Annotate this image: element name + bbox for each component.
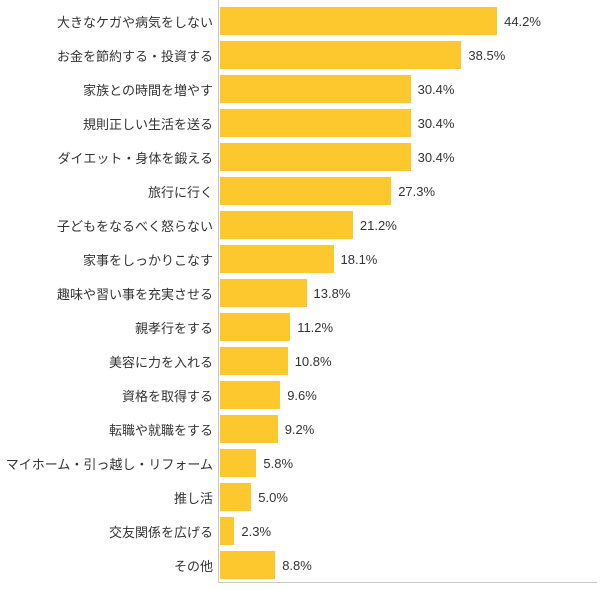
chart-row: 規則正しい生活を送る 30.4%: [0, 106, 600, 140]
bar: [220, 143, 411, 171]
category-label: 交友関係を広げる: [108, 524, 213, 540]
bar: [220, 41, 462, 69]
plot-area: 9.2%: [218, 415, 600, 443]
bar: [220, 517, 235, 545]
plot-area: 13.8%: [218, 279, 600, 307]
plot-area: 21.2%: [218, 211, 600, 239]
plot-area: 10.8%: [218, 347, 600, 375]
value-label: 9.2%: [284, 421, 315, 437]
value-label: 11.2%: [297, 319, 334, 335]
chart-row: 趣味や習い事を充実させる 13.8%: [0, 276, 600, 310]
chart-row: その他 8.8%: [0, 548, 600, 582]
category-label: 資格を取得する: [121, 388, 213, 404]
value-label: 5.8%: [263, 455, 294, 471]
category-label: 推し活: [173, 490, 213, 506]
category-label: 家族との時間を増やす: [83, 82, 213, 98]
bar: [220, 279, 307, 307]
plot-area: 8.8%: [218, 551, 600, 579]
chart-row: 家族との時間を増やす 30.4%: [0, 72, 600, 106]
chart-row: ダイエット・身体を鍛える 30.4%: [0, 140, 600, 174]
chart-row: 親孝行をする 11.2%: [0, 310, 600, 344]
chart-row: 交友関係を広げる 2.3%: [0, 514, 600, 548]
plot-area: 30.4%: [218, 143, 600, 171]
plot-area: 27.3%: [218, 177, 600, 205]
category-label: 子どもをなるべく怒らない: [56, 218, 213, 234]
value-label: 30.4%: [417, 115, 455, 131]
category-label: マイホーム・引っ越し・リフォーム: [5, 456, 213, 472]
chart-row: 家事をしっかりこなす 18.1%: [0, 242, 600, 276]
category-label: 旅行に行く: [147, 184, 213, 200]
value-label: 30.4%: [417, 149, 455, 165]
value-label: 21.2%: [359, 217, 397, 233]
value-label: 13.8%: [313, 285, 351, 301]
plot-area: 5.8%: [218, 449, 600, 477]
chart-row: 美容に力を入れる 10.8%: [0, 344, 600, 378]
plot-area: 18.1%: [218, 245, 600, 273]
plot-area: 30.4%: [218, 75, 600, 103]
bar: [220, 75, 411, 103]
chart-row: お金を節約する・投資する 38.5%: [0, 38, 600, 72]
bar: [220, 415, 278, 443]
chart-row: 旅行に行く 27.3%: [0, 174, 600, 208]
bar: [220, 449, 257, 477]
chart-row: マイホーム・引っ越し・リフォーム 5.8%: [0, 446, 600, 480]
value-label: 27.3%: [398, 183, 436, 199]
category-label: 趣味や習い事を充実させる: [56, 286, 213, 302]
value-label: 44.2%: [504, 13, 541, 29]
value-label: 2.3%: [241, 523, 272, 539]
bar: [220, 483, 252, 511]
bar: [220, 313, 291, 341]
value-label: 5.0%: [258, 489, 288, 505]
category-label: 美容に力を入れる: [108, 354, 213, 370]
chart-row: 資格を取得する 9.6%: [0, 378, 600, 412]
bar: [220, 245, 334, 273]
category-label: その他: [173, 558, 213, 574]
category-label: お金を節約する・投資する: [56, 48, 213, 64]
value-label: 8.8%: [282, 557, 312, 573]
plot-area: 38.5%: [218, 41, 600, 69]
plot-area: 30.4%: [218, 109, 600, 137]
bar: [220, 551, 276, 579]
bar: [220, 7, 498, 35]
value-label: 18.1%: [340, 251, 378, 267]
category-label: 家事をしっかりこなす: [82, 252, 213, 268]
chart-row: 転職や就職をする 9.2%: [0, 412, 600, 446]
plot-area: 11.2%: [218, 313, 600, 341]
chart-row: 子どもをなるべく怒らない 21.2%: [0, 208, 600, 242]
plot-area: 5.0%: [218, 483, 600, 511]
value-label: 9.6%: [287, 387, 317, 403]
y-axis-line: [218, 0, 219, 582]
category-label: 親孝行をする: [134, 320, 213, 336]
bar: [220, 211, 353, 239]
bar: [220, 381, 281, 409]
category-label: ダイエット・身体を鍛える: [57, 150, 213, 166]
value-label: 38.5%: [468, 47, 506, 63]
category-label: 転職や就職をする: [108, 422, 213, 438]
bar: [220, 177, 392, 205]
chart-row: 大きなケガや病気をしない 44.2%: [0, 4, 600, 38]
x-axis-line: [218, 582, 597, 583]
value-label: 30.4%: [417, 81, 455, 97]
chart-row: 推し活 5.0%: [0, 480, 600, 514]
category-label: 規則正しい生活を送る: [82, 116, 213, 132]
category-label: 大きなケガや病気をしない: [56, 14, 213, 30]
value-label: 10.8%: [294, 353, 332, 369]
plot-area: 2.3%: [218, 517, 600, 545]
chart-rows: 大きなケガや病気をしない 44.2% お金を節約する・投資する 38.5% 家族…: [0, 4, 600, 582]
bar: [220, 109, 411, 137]
bar: [220, 347, 288, 375]
plot-area: 44.2%: [218, 7, 600, 35]
plot-area: 9.6%: [218, 381, 600, 409]
